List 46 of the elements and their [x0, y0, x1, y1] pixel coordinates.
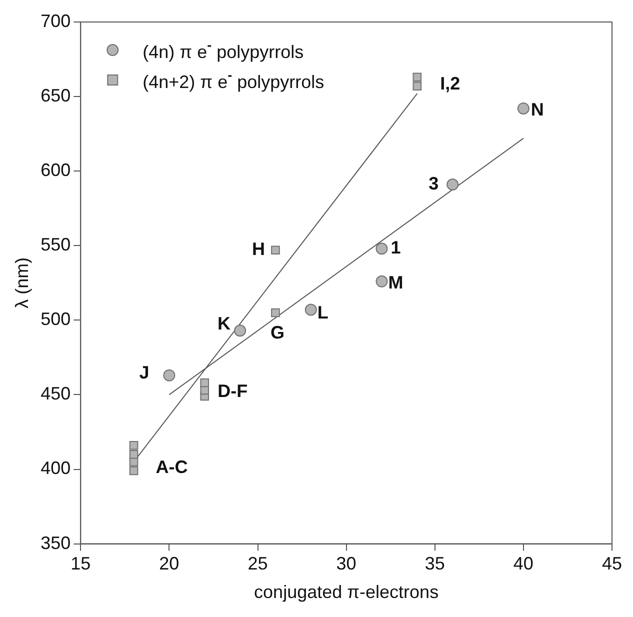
- point: [234, 324, 246, 337]
- point: [517, 102, 530, 114]
- y-tick-label: 500: [40, 309, 71, 330]
- point: [129, 450, 138, 459]
- annotation: 3: [428, 173, 439, 194]
- legend-label: (4n) π e- polypyrrols: [142, 38, 304, 62]
- x-tick-label: 30: [336, 554, 356, 574]
- point: [376, 242, 388, 255]
- annotation: 1: [390, 238, 401, 258]
- point: [129, 466, 138, 476]
- y-tick-label: 350: [40, 532, 71, 553]
- y-tick-label: 650: [40, 86, 71, 106]
- annotation: A-C: [156, 456, 188, 477]
- annotation: M: [388, 272, 404, 292]
- y-tick-label: 450: [40, 384, 71, 404]
- point: [200, 378, 210, 388]
- y-tick-label: 550: [40, 234, 71, 255]
- point: [412, 82, 422, 90]
- annotation: J: [139, 362, 150, 382]
- y-axis-title: λ (nm): [12, 257, 32, 308]
- x-tick-label: 40: [513, 554, 534, 574]
- annotation: L: [317, 302, 328, 323]
- x-tick-label: 35: [424, 554, 445, 574]
- annotation: K: [218, 314, 231, 334]
- annotation: D-F: [218, 381, 248, 402]
- point: [376, 275, 388, 288]
- point: [271, 308, 280, 318]
- point: [163, 369, 176, 382]
- point: [129, 441, 138, 450]
- point: [412, 72, 422, 82]
- y-tick-label: 700: [40, 10, 71, 31]
- point: [271, 246, 280, 254]
- x-axis-title: conjugated π-electrons: [254, 582, 439, 602]
- x-tick-label: 20: [159, 554, 180, 574]
- y-tick-label: 400: [40, 458, 71, 478]
- annotation: H: [252, 239, 265, 260]
- annotation: N: [530, 99, 544, 120]
- point: [446, 178, 459, 191]
- legend-label: (4n+2) π e- polypyrrols: [142, 68, 324, 92]
- annotation: G: [270, 322, 284, 343]
- x-tick-label: 25: [248, 554, 268, 574]
- x-tick-label: 15: [70, 554, 91, 574]
- y-tick-label: 600: [40, 160, 71, 180]
- x-tick-label: 45: [602, 554, 622, 574]
- point: [304, 304, 317, 316]
- annotation: I,2: [440, 74, 460, 94]
